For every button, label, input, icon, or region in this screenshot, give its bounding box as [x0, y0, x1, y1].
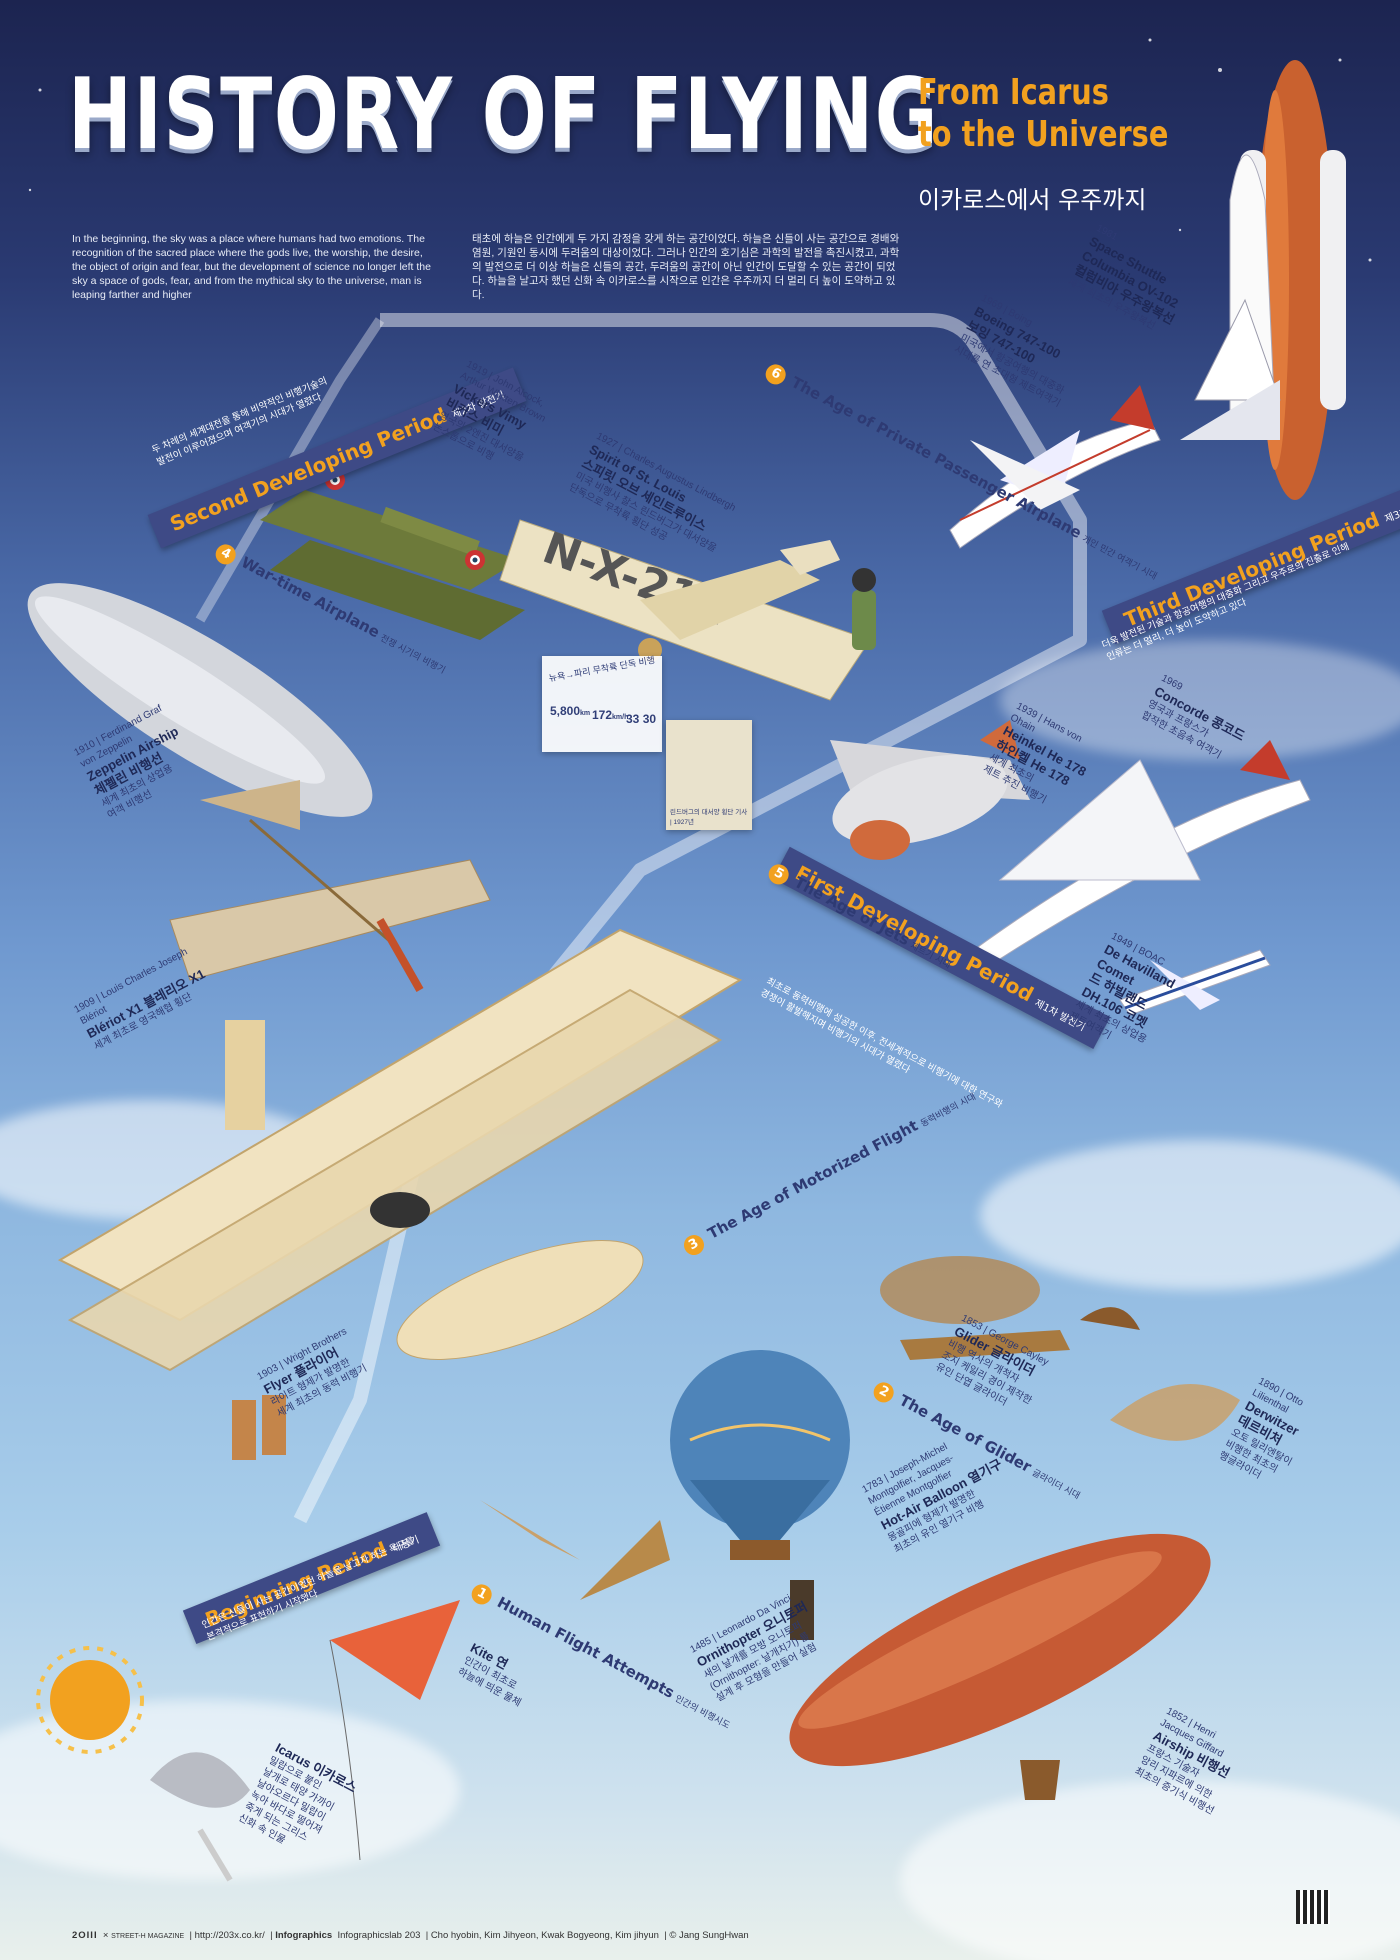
pilot-figure [852, 568, 876, 650]
stat-distance: 5,800km [550, 704, 590, 718]
footer-partner: STREET-H MAGAZINE [111, 1933, 185, 1940]
ornithopter-illustration [480, 1500, 670, 1600]
wright-flyer-illustration [57, 928, 743, 1372]
de-havilland-comet-illustration [1119, 949, 1271, 1016]
stat-unit: km/h [612, 714, 629, 721]
cloud [1000, 640, 1400, 760]
footer-section: Infographics [275, 1930, 333, 1941]
newspaper-clipping: 린드버그의 대서양 횡단 기사 | 1927년 [666, 720, 752, 830]
sun-illustration [36, 1646, 144, 1754]
boeing-747-illustration [949, 385, 1161, 549]
news-caption: 린드버그의 대서양 횡단 기사 | 1927년 [670, 809, 748, 826]
page-subtitle: From Icarus to the Universe [918, 72, 1168, 156]
icarus-illustration [150, 1752, 250, 1882]
cloud [900, 1780, 1400, 1960]
footer-url[interactable]: http://203x.co.kr/ [194, 1930, 265, 1941]
hot-air-balloon-illustration [670, 1350, 850, 1560]
bleriot-illustration [169, 780, 491, 992]
space-shuttle-illustration [1180, 60, 1346, 500]
stat-time: 33 30 [626, 712, 656, 726]
lilienthal-glider-illustration [1080, 1307, 1240, 1441]
stat-speed: 172km/h [592, 708, 628, 722]
stat-value: 33 [626, 712, 640, 726]
qr-code-icon[interactable] [1296, 1890, 1330, 1924]
heinkel-illustration [830, 720, 1030, 860]
stat-value: 5,800 [550, 704, 581, 718]
zeppelin-illustration [27, 583, 373, 817]
footer: 2OIII × STREET-H MAGAZINE | http://203x.… [72, 1930, 749, 1941]
intro-english: In the beginning, the sky was a place wh… [72, 233, 431, 301]
wright-brothers-figures [232, 1395, 286, 1460]
footer-logo: 2OIII [72, 1930, 98, 1941]
cayley-glider-illustration [880, 1256, 1070, 1360]
page-title: HISTORY OF FLYING [68, 58, 940, 172]
stat-value: 30 [642, 712, 657, 726]
kite-illustration [329, 1600, 460, 1861]
stat-unit: km [580, 710, 591, 717]
giffard-airship-illustration [789, 1533, 1211, 1800]
page-subtitle-korean: 이카로스에서 우주까지 [918, 186, 1147, 214]
footer-copyright: © Jang SungHwan [669, 1930, 749, 1941]
intro-korean: 태초에 하늘은 인간에게 두 가지 감정을 갖게 하는 공간이었다. 하늘은 신… [472, 233, 900, 301]
footer-lab: Infographicslab 203 [337, 1930, 421, 1941]
subtitle-line: From Icarus [918, 72, 1109, 113]
subtitle-line: to the Universe [918, 114, 1169, 155]
spirit-stats-box: 뉴욕→파리 무착륙 단독 비행 5,800km 172km/h 33 30 [542, 655, 662, 752]
cloud [980, 1140, 1400, 1290]
banner-ko: 제3차 발전기 [1383, 494, 1400, 526]
stat-value: 172 [592, 708, 613, 722]
da-vinci-figure [790, 1580, 814, 1640]
footer-credits: Cho hyobin, Kim Jihyeon, Kwak Bogyeong, … [430, 1930, 659, 1941]
concorde-illustration [959, 740, 1311, 976]
vickers-vimy-illustration [260, 470, 525, 640]
